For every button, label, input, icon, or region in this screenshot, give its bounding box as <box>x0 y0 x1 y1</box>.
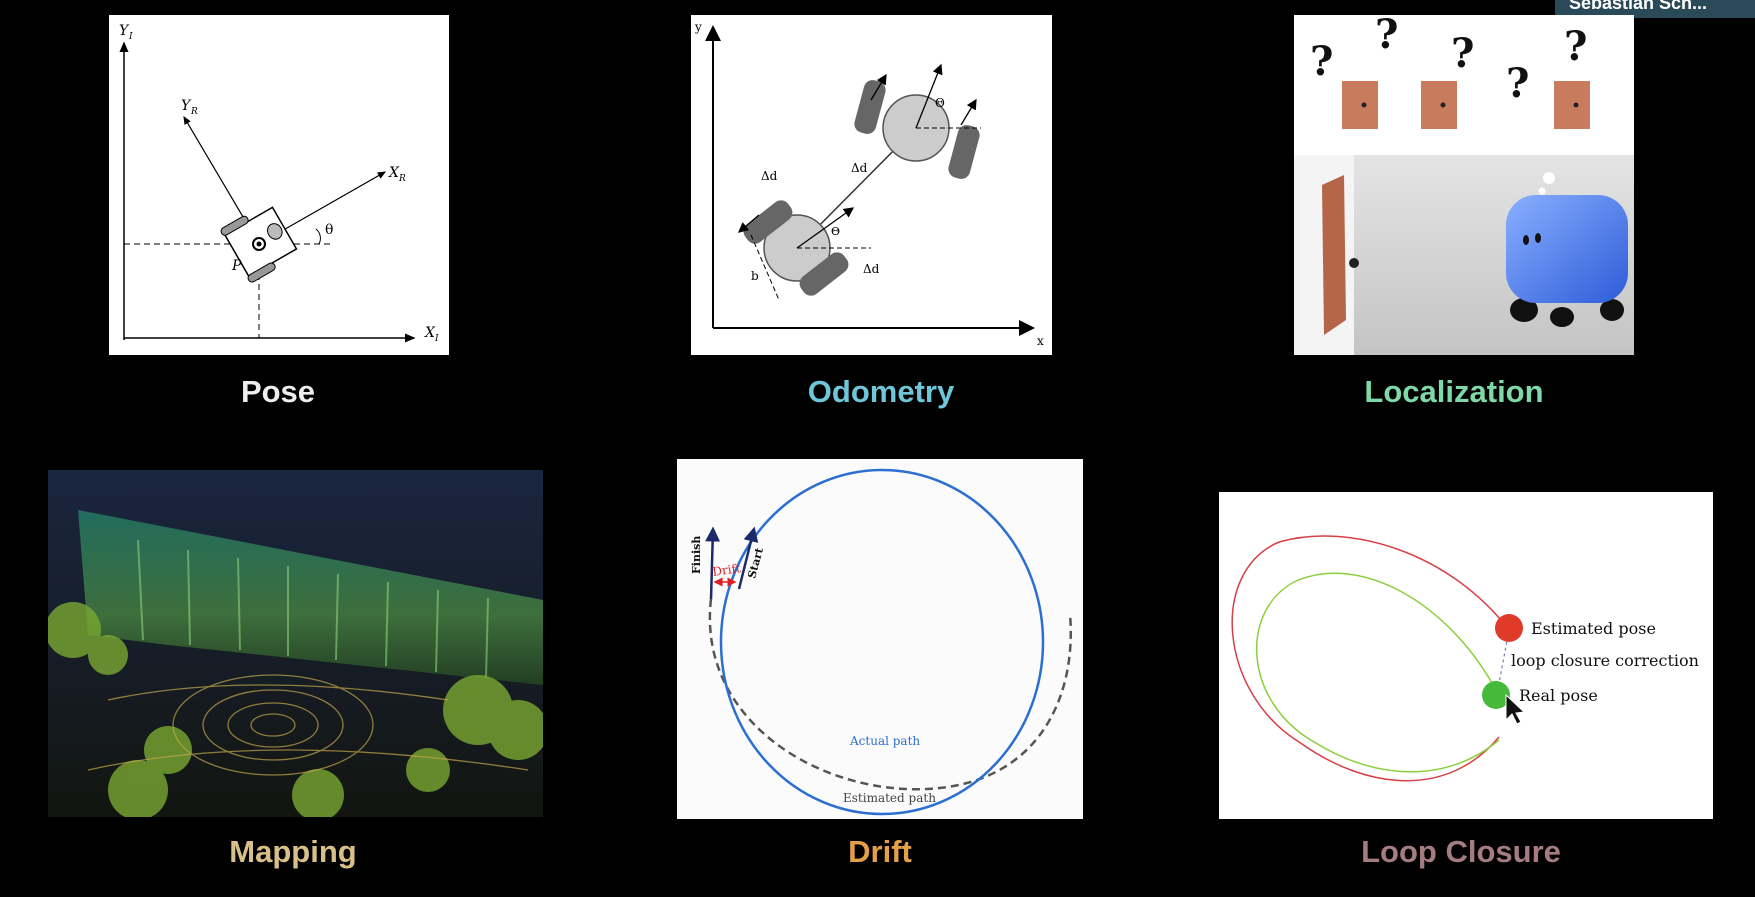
delta-d-label: Δd <box>851 161 868 175</box>
caption-odometry: Odometry <box>807 374 955 409</box>
yr-sub: R <box>190 107 198 117</box>
loop-closure-figure: Estimated pose loop closure correction R… <box>1219 492 1713 819</box>
delta-dr-top: Δd <box>761 169 778 183</box>
b-label: b <box>751 269 759 283</box>
robot-current <box>854 63 981 179</box>
drift-figure: Finish Start Drift Actual path Estimated… <box>677 459 1083 819</box>
odometry-figure: y x Δd b Δd Δd Θ Θ <box>691 15 1052 355</box>
localization-figure: ? ? ? ? ? <box>1294 15 1634 355</box>
estimated-pose-label: Estimated pose <box>1531 619 1656 638</box>
svg-text:?: ? <box>1375 15 1398 58</box>
question-marks: ? ? ? ? ? <box>1310 15 1587 107</box>
real-pose-marker <box>1482 681 1510 709</box>
theta-k1-label: Θ <box>831 225 840 238</box>
estimated-path-label: Estimated path <box>843 791 936 805</box>
caption-mapping: Mapping <box>229 834 357 869</box>
y-axis-label: y <box>694 20 702 34</box>
caption-drift: Drift <box>848 834 912 869</box>
caption-loop-closure: Loop Closure <box>1361 834 1561 869</box>
yr-label: Y <box>181 98 192 114</box>
svg-text:?: ? <box>1451 30 1474 77</box>
yi-sub: I <box>128 32 133 42</box>
estimated-pose-marker <box>1495 614 1523 642</box>
mapping-figure <box>48 470 543 817</box>
caption-localization: Localization <box>1364 374 1544 409</box>
door-2 <box>1421 81 1457 129</box>
finish-label: Finish <box>690 536 703 574</box>
xr-label: X <box>388 165 400 181</box>
yi-label: Y <box>119 23 130 39</box>
pose-figure: Y I X I Y R X R θ P <box>109 15 449 355</box>
svg-text:?: ? <box>1506 60 1529 107</box>
correction-label: loop closure correction <box>1511 651 1699 670</box>
theta-label: θ <box>325 222 333 238</box>
xi-sub: I <box>434 334 439 344</box>
svg-text:?: ? <box>1310 38 1333 85</box>
theta-k-label: Θ <box>935 96 945 110</box>
svg-text:?: ? <box>1564 23 1587 70</box>
door-3 <box>1554 81 1590 129</box>
xi-label: X <box>424 325 436 341</box>
xr-sub: R <box>398 174 406 184</box>
real-pose-label: Real pose <box>1519 686 1598 705</box>
cursor-icon <box>1505 693 1526 725</box>
speaker-name: Sebastian Sch... <box>1569 0 1708 13</box>
p-label: P <box>231 258 242 274</box>
drift-label: Drift <box>711 561 741 579</box>
blue-robot <box>1506 195 1628 327</box>
speaker-name-tag: Sebastian Sch... <box>1555 0 1755 18</box>
door-1 <box>1342 81 1378 129</box>
robot-previous <box>738 200 871 296</box>
actual-path-label: Actual path <box>849 734 920 748</box>
delta-dr-bottom: Δd <box>863 262 880 276</box>
caption-pose: Pose <box>240 374 316 409</box>
x-axis-label: x <box>1037 334 1044 348</box>
